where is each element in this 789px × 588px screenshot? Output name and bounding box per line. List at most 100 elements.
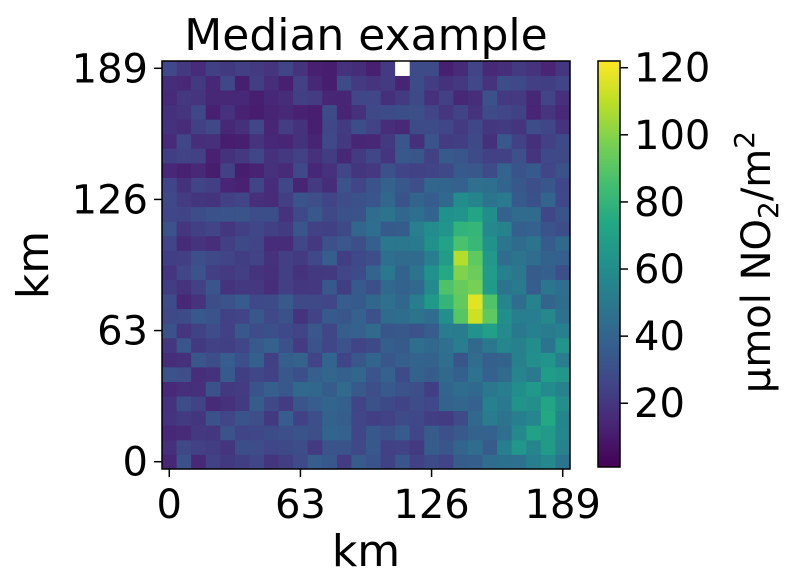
heatmap-cell [424,396,440,412]
heatmap-cell [526,308,542,324]
heatmap-cell [220,133,236,149]
heatmap-cell [307,250,323,266]
heatmap-cell [351,337,367,353]
heatmap-cell [438,75,454,91]
heatmap-cell [497,308,513,324]
colorbar-tick-label: 60 [634,247,685,293]
heatmap-cell [409,454,425,470]
heatmap-cell [497,235,513,251]
heatmap-cell [540,61,556,76]
heatmap-cell [249,221,265,237]
heatmap-cell [322,221,338,237]
heatmap-cell [191,308,207,324]
heatmap-cell [555,410,571,426]
heatmap-cell [264,454,279,470]
heatmap-cell [322,133,338,149]
heatmap-cell [366,439,381,455]
heatmap-cell [482,425,498,441]
heatmap-cell [555,104,571,120]
heatmap-cell [264,279,279,295]
heatmap-cell [511,352,527,368]
heatmap-cell [351,410,367,426]
heatmap-cell [468,104,483,120]
heatmap-cell [234,410,250,426]
heatmap-cell [336,337,352,353]
heatmap-cell [453,454,469,470]
heatmap-cell [424,265,440,280]
heatmap-cell [453,133,469,149]
heatmap-cell [540,163,556,178]
heatmap-cell [293,250,309,266]
heatmap-cell [176,206,192,222]
heatmap-cell [162,163,177,178]
heatmap-cell [278,265,294,280]
heatmap-cell [366,396,381,412]
heatmap-cell [176,265,192,280]
heatmap-cell [264,192,279,208]
heatmap-cell [511,250,527,266]
heatmap-cell [482,133,498,149]
heatmap-cell [380,352,396,368]
heatmap-cell [380,439,396,455]
heatmap-cell [482,439,498,455]
heatmap-cell [438,119,454,135]
heatmap-cell [395,104,411,120]
heatmap-cell [307,294,323,310]
heatmap-cell [409,250,425,266]
heatmap-cell [351,367,367,382]
heatmap-cell [366,425,381,441]
heatmap-cell [395,177,411,193]
heatmap-cell [380,410,396,426]
heatmap-cell [191,104,207,120]
heatmap-cell [555,177,571,193]
heatmap-cell [278,75,294,91]
heatmap-cell [482,235,498,251]
heatmap-cell [176,308,192,324]
heatmap-cell [351,163,367,178]
heatmap-cell [453,148,469,164]
heatmap-cell [176,323,192,339]
heatmap-cell [176,235,192,251]
heatmap-cell [395,148,411,164]
heatmap-cell [205,323,221,339]
heatmap-cell [366,235,381,251]
heatmap-cell [322,352,338,368]
heatmap-cell [395,192,411,208]
heatmap-cell [380,396,396,412]
heatmap-cell [322,206,338,222]
heatmap-cell [511,265,527,280]
heatmap-cell [307,148,323,164]
heatmap-cell [511,381,527,397]
heatmap-cell [482,454,498,470]
heatmap-cell [176,279,192,295]
heatmap-cell [205,410,221,426]
heatmap-cell [264,61,279,76]
heatmap-cell [468,337,483,353]
x-tick-label: 189 [525,482,601,528]
heatmap-cell [511,294,527,310]
heatmap-cell [497,352,513,368]
heatmap-cell [366,381,381,397]
heatmap-cell [336,250,352,266]
heatmap-cell [497,90,513,106]
heatmap-cell [205,337,221,353]
heatmap-cell [162,294,177,310]
heatmap-cell [380,90,396,106]
heatmap-cell [278,148,294,164]
heatmap-cell [205,177,221,193]
heatmap-cell [278,163,294,178]
heatmap-cell [191,177,207,193]
heatmap-cell [380,206,396,222]
heatmap-cell [176,133,192,149]
heatmap-cell [482,119,498,135]
heatmap-cell [555,206,571,222]
heatmap-cell [234,90,250,106]
heatmap-cell [205,61,221,76]
heatmap-cell [409,104,425,120]
heatmap-cell [526,323,542,339]
heatmap-cell [249,279,265,295]
heatmap-cell [468,61,483,76]
heatmap-cell [526,148,542,164]
heatmap-cell [351,381,367,397]
heatmap-cell [540,177,556,193]
